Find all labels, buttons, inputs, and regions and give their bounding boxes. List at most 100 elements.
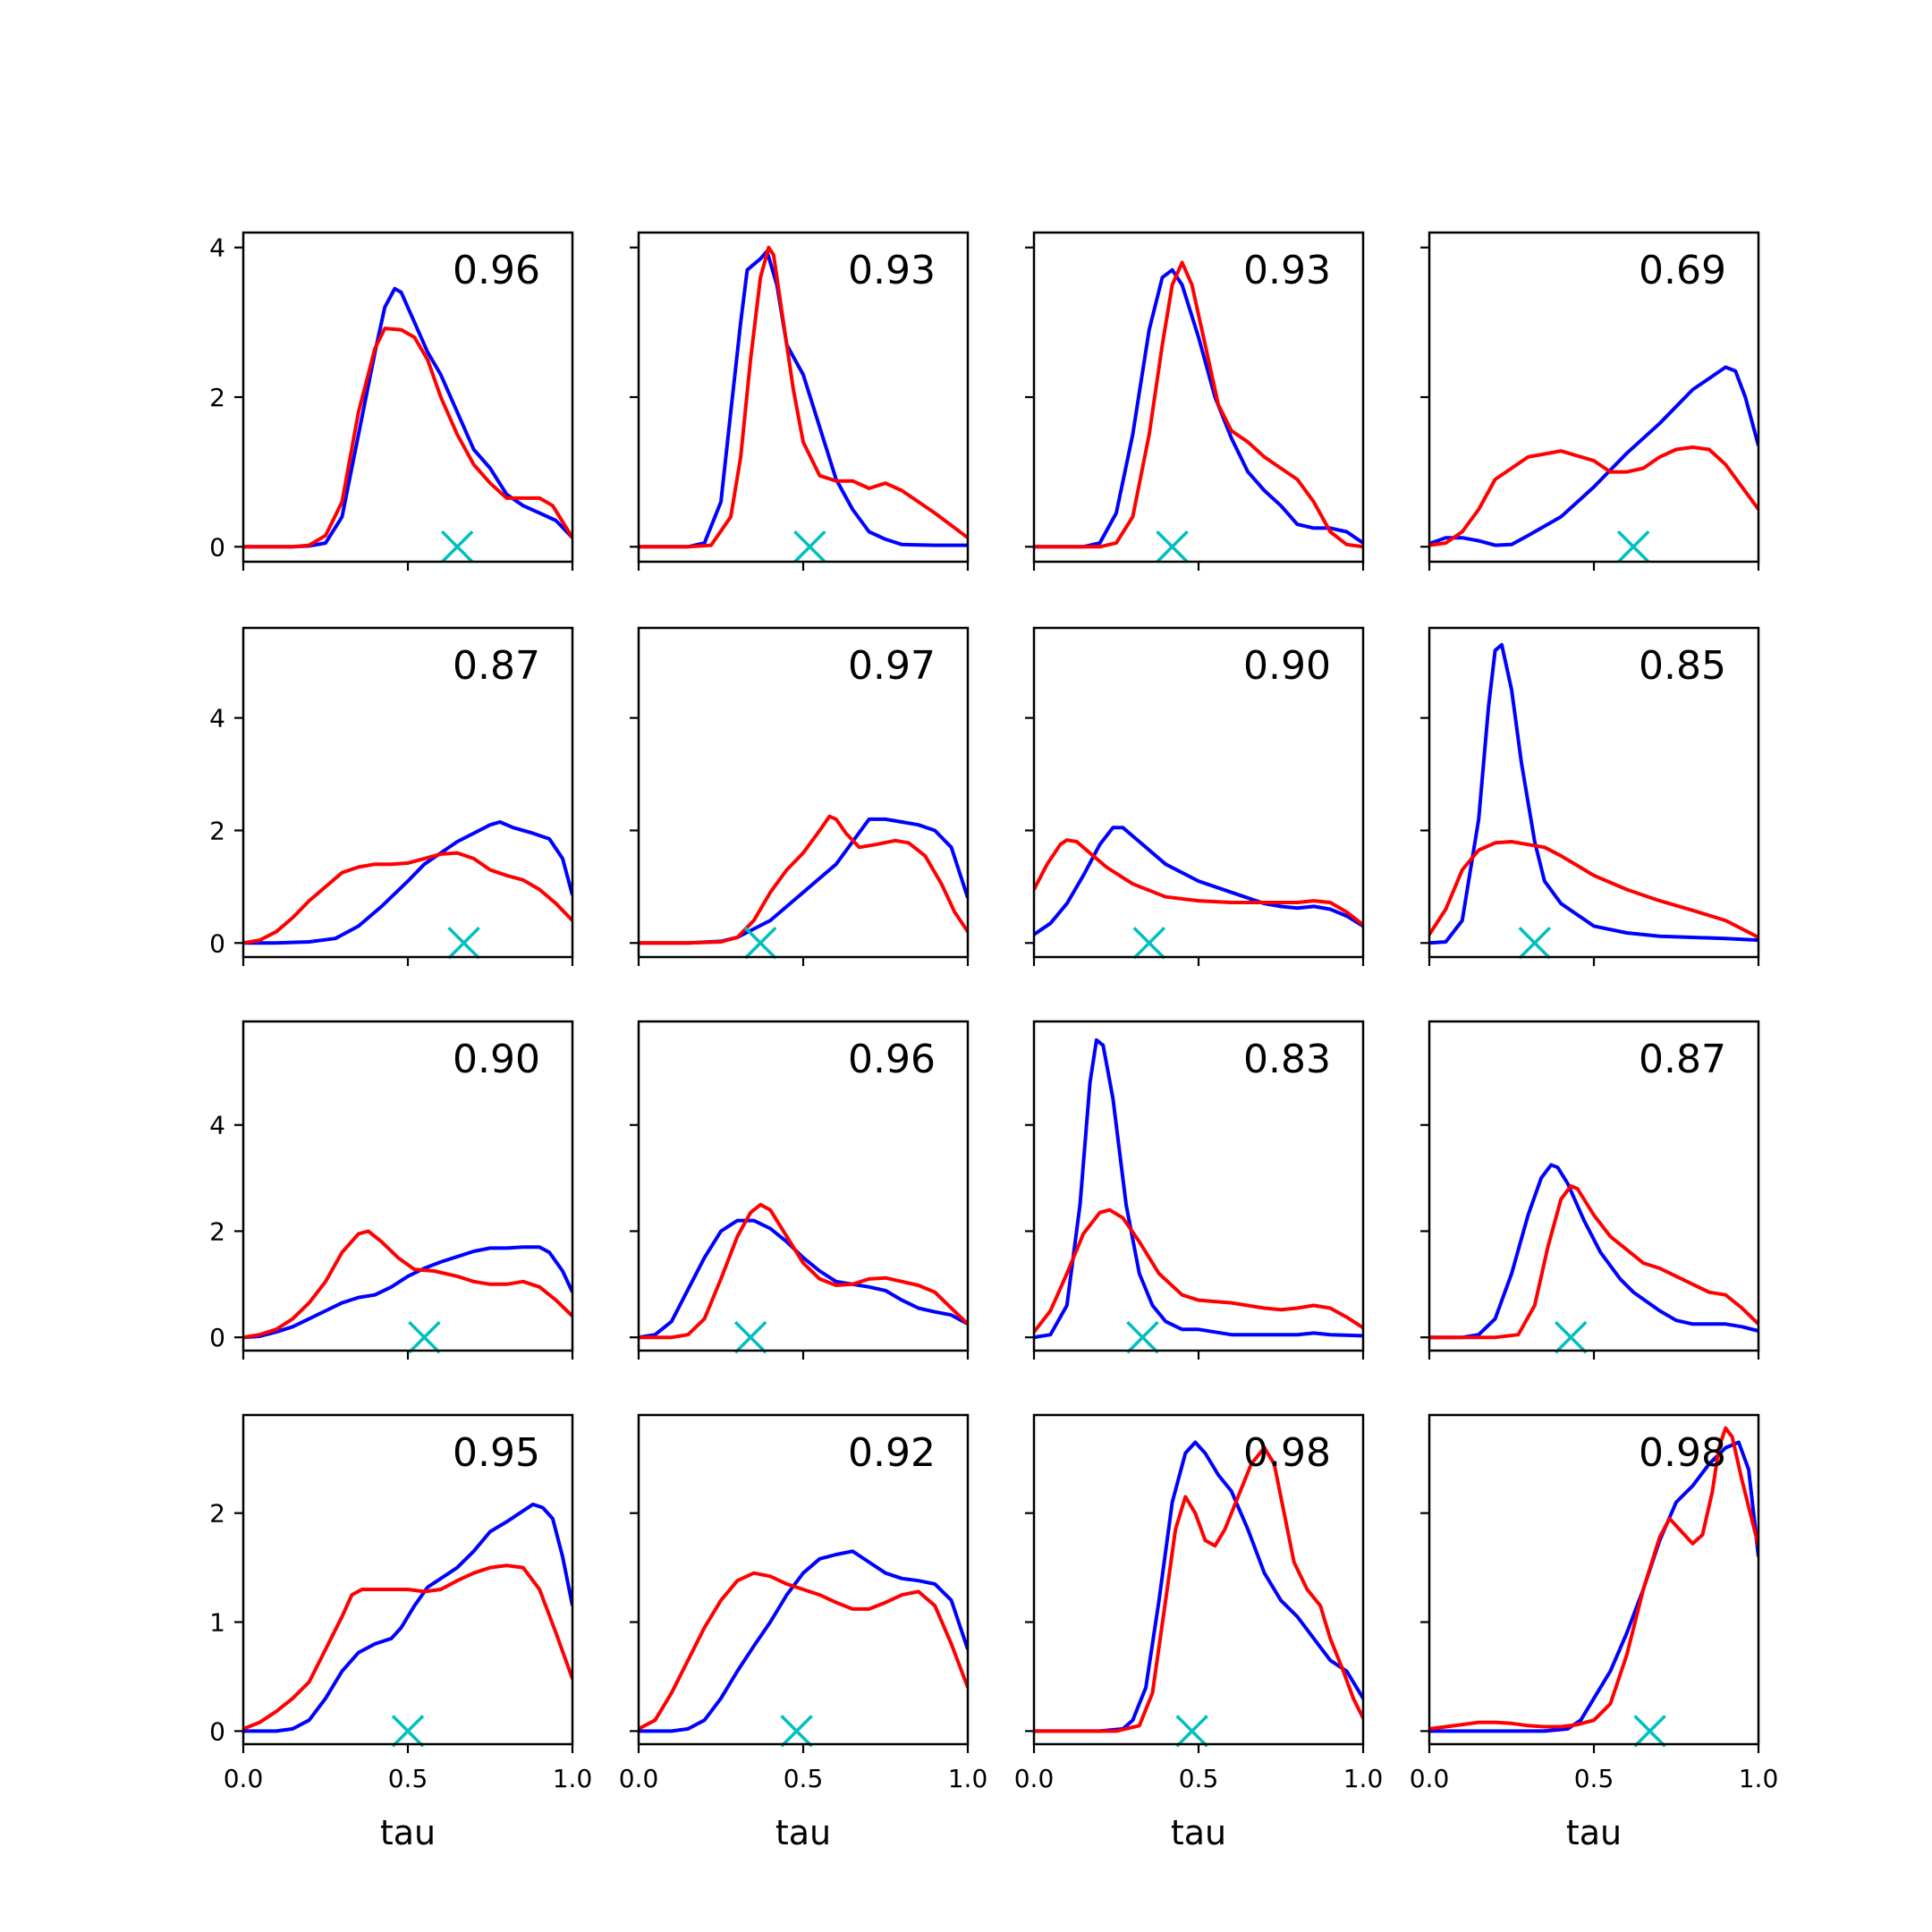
x-marker: [391, 1715, 425, 1748]
panel-frame: [1428, 1413, 1760, 1746]
panel-frame: [637, 1020, 970, 1352]
blue-series-line: [1429, 1163, 1758, 1340]
red-series-line: [243, 851, 572, 945]
panel-frame: [1032, 626, 1365, 959]
x-tick-label: 1.0: [1739, 1764, 1779, 1793]
red-series-line: [639, 1202, 968, 1340]
x-marker-stroke: [1156, 530, 1189, 564]
panel-value-label: 0.69: [1639, 248, 1726, 293]
series-lines: [243, 1229, 572, 1340]
panel-frame: [242, 626, 574, 959]
panel-value-label: 0.90: [1243, 643, 1331, 689]
y-tick-label: 0: [209, 928, 225, 958]
panel-frame: [1428, 231, 1760, 564]
y-tick-label: 2: [209, 816, 225, 845]
blue-series-line: [243, 286, 572, 549]
panel-value-label: 0.85: [1639, 643, 1726, 689]
y-tick-label: 2: [209, 383, 225, 412]
series-lines: [1034, 1440, 1363, 1733]
x-tick-label: 0.5: [388, 1764, 428, 1793]
series-lines: [243, 286, 572, 549]
blue-series-line: [1034, 826, 1363, 936]
panel-value-label: 0.90: [453, 1037, 540, 1082]
x-tick-label: 0.0: [1410, 1764, 1450, 1793]
x-marker: [1175, 1715, 1208, 1748]
blue-series-line: [1034, 1038, 1363, 1340]
red-series-line: [1034, 838, 1363, 927]
series-lines: [639, 1202, 968, 1340]
x-marker: [1555, 1320, 1588, 1354]
panel-value-label: 0.93: [1243, 248, 1331, 293]
panel-4-4: 0.0 0.5 1.0 tau 0.98: [1410, 1413, 1779, 1852]
blue-series-line: [1429, 642, 1758, 945]
panel-3-1: 0 2 4 0.90: [209, 1020, 574, 1360]
panel-value-label: 0.95: [453, 1430, 540, 1476]
red-series-line: [1034, 1208, 1363, 1334]
series-lines: [639, 1549, 968, 1733]
x-tick-label: 0.5: [1179, 1764, 1219, 1793]
series-lines: [1034, 260, 1363, 549]
blue-series-line: [1034, 1440, 1363, 1733]
panel-value-label: 0.96: [453, 248, 540, 293]
panel-frame: [637, 626, 970, 959]
x-axis-label: tau: [775, 1813, 831, 1852]
panel-value-label: 0.98: [1243, 1430, 1331, 1476]
x-marker: [1126, 1320, 1159, 1354]
series-lines: [1034, 1038, 1363, 1340]
x-marker: [1156, 530, 1189, 564]
red-series-line: [243, 326, 572, 549]
panel-frame: [242, 1413, 574, 1746]
x-marker: [780, 1715, 813, 1748]
panel-2-4: 0.85: [1420, 626, 1760, 966]
panel-2-3: 0.90: [1025, 626, 1365, 966]
panel-4-1: 0 1 2 0.0 0.5 1.0 tau 0.95: [209, 1413, 592, 1852]
x-marker: [408, 1320, 441, 1354]
red-series-line: [1429, 1426, 1758, 1731]
y-tick-label: 4: [209, 1111, 225, 1140]
panel-frame: [1032, 1020, 1365, 1352]
x-marker-stroke: [408, 1320, 441, 1354]
panel-frame: [1032, 1413, 1365, 1746]
blue-series-line: [1034, 267, 1363, 549]
panel-frame: [1428, 626, 1760, 959]
x-marker: [743, 927, 777, 960]
x-marker-stroke: [1633, 1715, 1666, 1748]
panel-value-label: 0.92: [848, 1430, 936, 1476]
series-lines: [1429, 642, 1758, 945]
blue-series-line: [243, 820, 572, 945]
panel-1-3: 0.93: [1025, 231, 1365, 571]
y-tick-label: 4: [209, 233, 225, 263]
x-tick-label: 0.5: [784, 1764, 824, 1793]
x-tick-label: 0.0: [224, 1764, 264, 1793]
x-marker: [1633, 1715, 1666, 1748]
x-axis-label: tau: [380, 1813, 436, 1852]
panel-value-label: 0.96: [848, 1037, 936, 1082]
x-marker-stroke: [1616, 530, 1650, 564]
panel-4-3: 0.0 0.5 1.0 tau 0.98: [1014, 1413, 1383, 1852]
red-series-line: [243, 1563, 572, 1731]
panel-frame: [637, 231, 970, 564]
x-marker-stroke: [780, 1715, 813, 1748]
series-lines: [243, 820, 572, 945]
series-lines: [1429, 1426, 1758, 1733]
red-series-line: [639, 814, 968, 945]
x-tick-label: 1.0: [948, 1764, 988, 1793]
panel-3-2: 0.96: [630, 1020, 970, 1360]
series-lines: [1034, 826, 1363, 936]
series-lines: [639, 245, 968, 549]
x-marker-stroke: [793, 530, 826, 564]
x-marker: [793, 530, 826, 564]
x-marker: [1132, 927, 1166, 960]
x-tick-label: 0.0: [619, 1764, 659, 1793]
panel-2-2: 0.97: [630, 626, 970, 966]
panel-2-1: 0 2 4 0.87: [209, 626, 574, 966]
blue-series-line: [1429, 365, 1758, 547]
x-marker: [1616, 530, 1650, 564]
y-tick-label: 4: [209, 704, 225, 733]
red-series-line: [1034, 260, 1363, 549]
y-tick-label: 1: [209, 1608, 225, 1638]
panel-value-label: 0.83: [1243, 1037, 1331, 1082]
y-tick-label: 0: [209, 1716, 225, 1746]
red-series-line: [639, 245, 968, 549]
